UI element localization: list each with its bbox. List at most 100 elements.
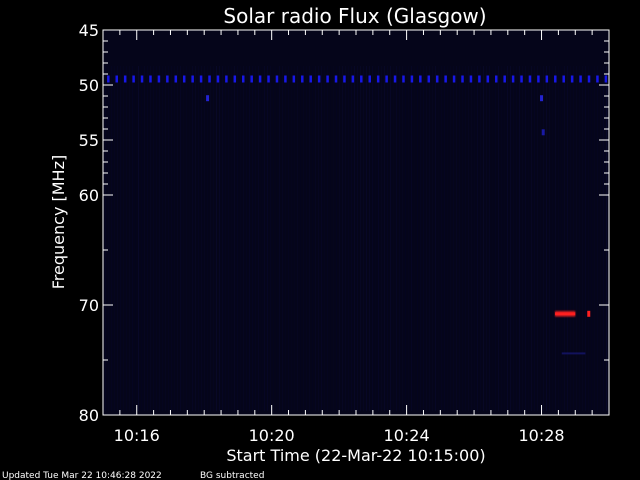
spectrogram-streak — [570, 66, 571, 411]
spectrogram-streak — [327, 66, 328, 411]
band-dash-mark — [123, 75, 127, 83]
spectrogram-streak — [549, 66, 550, 411]
spectrogram-streak — [228, 66, 229, 411]
spectrogram-streak — [552, 66, 553, 411]
spectrogram-streak — [255, 66, 256, 411]
spectrogram-streak — [555, 66, 556, 411]
y-axis-label: Frequency [MHz] — [49, 155, 68, 289]
spectrogram-streak — [537, 66, 538, 411]
spectrogram-streak — [336, 66, 337, 411]
spectrogram-streak — [165, 66, 166, 411]
band-dash-mark — [199, 75, 203, 83]
spectrogram-streak — [429, 66, 430, 411]
spectrogram-streak — [372, 66, 373, 411]
spectrogram-streak — [195, 66, 196, 411]
spectrogram-streak — [495, 66, 496, 411]
spectrogram-streak — [369, 66, 370, 411]
band-dash-mark — [461, 75, 464, 83]
spectrogram-streak — [498, 66, 499, 411]
spectrogram-streak — [360, 66, 361, 411]
x-tick-label: 10:16 — [114, 426, 160, 445]
spectrogram-streak — [606, 66, 607, 411]
spectrogram-streak — [234, 66, 235, 411]
spectrogram-streak — [357, 66, 358, 411]
spectrogram-streak — [342, 66, 343, 411]
spectrogram-streak — [603, 66, 604, 411]
band-dash-mark — [410, 75, 414, 83]
y-tick-label: 60 — [79, 186, 99, 205]
spectrogram-streak — [576, 66, 577, 411]
band-dash-mark — [604, 75, 608, 83]
spectrogram-streak — [141, 66, 142, 411]
radio-burst — [555, 312, 576, 316]
spectrogram-streak — [423, 66, 424, 411]
plot-background — [103, 30, 609, 415]
band-dash-mark — [503, 75, 506, 83]
spectrogram-streak — [198, 66, 199, 411]
band-dash-mark — [107, 75, 110, 83]
spectrogram-streak — [219, 66, 220, 411]
spectrogram-streak — [213, 66, 214, 411]
band-dash-mark — [360, 75, 363, 83]
x-tick-label: 10:28 — [518, 426, 564, 445]
spectrogram-streak — [507, 66, 508, 411]
spectrogram-streak — [435, 66, 436, 411]
y-axis: 45 50 55 60 70 80 — [79, 21, 609, 425]
spectrogram-streak — [543, 66, 544, 411]
spectrogram-streak — [477, 66, 478, 411]
spectrogram-streak — [417, 66, 418, 411]
x-tick-label: 10:20 — [249, 426, 295, 445]
spectrogram-streak — [378, 66, 379, 411]
band-dash-mark — [385, 75, 388, 83]
band-dash-mark — [182, 75, 186, 83]
spectrogram-streak — [366, 66, 367, 411]
spectrogram-streak — [252, 66, 253, 411]
spectrogram-streak — [132, 66, 133, 411]
spectrogram-streak — [216, 66, 217, 411]
spectrogram-streak — [111, 66, 112, 411]
band-dash-mark — [225, 75, 228, 83]
band-dash-mark — [562, 75, 565, 83]
spectrogram-streak — [282, 66, 283, 411]
spectrogram-streak — [456, 66, 457, 411]
spectrogram-streak — [528, 66, 529, 411]
band-dash-mark — [275, 75, 279, 83]
spectrogram-streak — [168, 66, 169, 411]
emission-spot — [587, 310, 591, 317]
band-dash-mark — [241, 75, 245, 83]
band-dash-mark — [537, 75, 540, 83]
spectrogram-streak — [315, 66, 316, 411]
spectrogram-streak — [267, 66, 268, 411]
spectrogram-streak — [546, 66, 547, 411]
spectrogram-streak — [375, 66, 376, 411]
spectrogram-streak — [279, 66, 280, 411]
spectrogram-streak — [231, 66, 232, 411]
spectrogram-streak — [312, 66, 313, 411]
spectrogram-streak — [414, 66, 415, 411]
spectrogram-streak — [333, 66, 334, 411]
spectrogram-streak — [126, 66, 127, 411]
spectrogram-streak — [153, 66, 154, 411]
spectrogram-streak — [468, 66, 469, 411]
spectrogram-streak — [354, 66, 355, 411]
spectrogram-streak — [180, 66, 181, 411]
spectrogram-streak — [447, 66, 448, 411]
spectrogram-streak — [300, 66, 301, 411]
band-dash-mark — [284, 75, 287, 83]
band-dash-mark — [326, 75, 329, 83]
emission-spot — [541, 129, 545, 136]
spectrogram-streak — [291, 66, 292, 411]
band-dash-mark — [343, 75, 346, 83]
band-dash-mark — [376, 75, 380, 83]
spectrogram-streak — [501, 66, 502, 411]
y-tick-label: 50 — [79, 76, 99, 95]
spectrogram-streaks — [105, 66, 607, 411]
spectrogram-features — [107, 75, 608, 355]
spectrogram-streak — [117, 66, 118, 411]
spectrogram-streak — [150, 66, 151, 411]
spectrogram-streak — [105, 66, 106, 411]
spectrogram-streak — [192, 66, 193, 411]
spectrogram-streak — [171, 66, 172, 411]
spectrogram-streak — [432, 66, 433, 411]
